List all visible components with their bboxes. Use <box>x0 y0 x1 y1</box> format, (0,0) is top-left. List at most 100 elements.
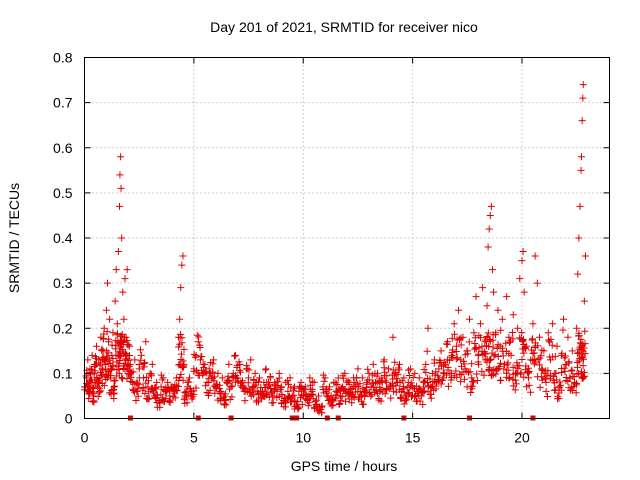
data-point <box>118 374 126 382</box>
data-point <box>518 356 526 364</box>
data-point <box>405 388 413 396</box>
data-point <box>498 315 506 323</box>
data-point <box>189 393 197 401</box>
data-point <box>298 400 306 408</box>
data-point <box>423 347 431 355</box>
x-tick-label: 20 <box>514 430 530 446</box>
y-tick-label: 0.2 <box>53 320 73 336</box>
data-point <box>147 372 155 380</box>
data-point <box>274 378 282 386</box>
data-point <box>406 383 414 391</box>
data-point <box>415 374 423 382</box>
x-tick-label: 15 <box>405 430 421 446</box>
data-point <box>173 386 181 394</box>
data-point <box>359 400 367 408</box>
data-point <box>485 225 493 233</box>
data-point <box>419 400 427 408</box>
data-point <box>551 386 559 394</box>
data-point <box>484 243 492 251</box>
data-point <box>184 378 192 386</box>
data-point <box>538 365 546 373</box>
data-point <box>221 396 229 404</box>
data-point <box>497 326 505 334</box>
data-point <box>141 359 149 367</box>
data-point <box>555 394 563 402</box>
data-point <box>525 381 533 389</box>
data-point <box>457 378 465 386</box>
data-point <box>475 344 483 352</box>
data-point <box>356 380 364 388</box>
data-point <box>294 398 302 406</box>
data-point <box>536 383 544 391</box>
data-point <box>127 377 135 385</box>
data-point <box>337 397 345 405</box>
data-point <box>460 357 468 365</box>
data-point <box>196 356 204 364</box>
data-point <box>392 375 400 383</box>
data-point <box>256 374 263 382</box>
data-point <box>105 335 113 343</box>
data-point <box>330 379 338 387</box>
data-point <box>262 365 270 373</box>
y-tick-label: 0.6 <box>53 140 73 156</box>
data-point <box>381 390 389 398</box>
data-point <box>93 373 101 381</box>
data-point <box>127 368 135 376</box>
data-point <box>473 370 481 378</box>
data-point <box>165 397 173 405</box>
data-point <box>566 374 574 382</box>
data-point <box>98 371 106 379</box>
data-point <box>395 366 403 374</box>
data-point <box>136 346 144 354</box>
data-point <box>546 371 554 379</box>
data-point <box>125 351 133 359</box>
data-point <box>135 380 143 388</box>
data-point <box>521 343 529 351</box>
data-point <box>338 393 346 401</box>
data-point <box>438 376 446 384</box>
data-point <box>202 382 210 390</box>
data-point <box>198 353 206 361</box>
data-point <box>449 346 457 354</box>
data-point <box>437 380 445 388</box>
data-point <box>89 398 97 406</box>
data-point <box>533 279 541 287</box>
data-point <box>549 320 557 328</box>
data-point <box>519 248 527 256</box>
data-point <box>308 378 316 386</box>
data-point <box>575 332 583 340</box>
data-point <box>511 386 519 394</box>
data-point <box>460 375 468 383</box>
data-point <box>369 360 377 368</box>
data-point <box>275 374 283 382</box>
data-point <box>300 385 308 393</box>
data-point <box>157 371 165 379</box>
data-point <box>131 356 139 364</box>
data-point <box>568 387 576 395</box>
data-point <box>333 381 341 389</box>
data-point <box>468 374 476 382</box>
data-point <box>523 368 531 376</box>
data-point <box>480 371 488 379</box>
data-point <box>378 378 386 386</box>
data-point <box>391 358 399 366</box>
data-point <box>580 297 588 305</box>
y-tick-label: 0.7 <box>53 95 73 111</box>
data-point <box>580 355 587 363</box>
data-point <box>238 377 246 385</box>
data-point <box>548 341 556 349</box>
data-point <box>364 365 372 373</box>
data-point <box>193 331 201 339</box>
data-point <box>432 385 440 393</box>
data-point <box>579 94 587 102</box>
data-point <box>129 368 137 376</box>
data-point <box>120 315 128 323</box>
data-point <box>447 376 455 384</box>
data-point <box>387 394 395 402</box>
data-point <box>520 373 528 381</box>
data-point <box>241 384 249 392</box>
x-tick-label: 10 <box>295 430 311 446</box>
y-tick-label: 0 <box>65 411 73 427</box>
data-point <box>277 384 285 392</box>
data-point <box>405 366 413 374</box>
